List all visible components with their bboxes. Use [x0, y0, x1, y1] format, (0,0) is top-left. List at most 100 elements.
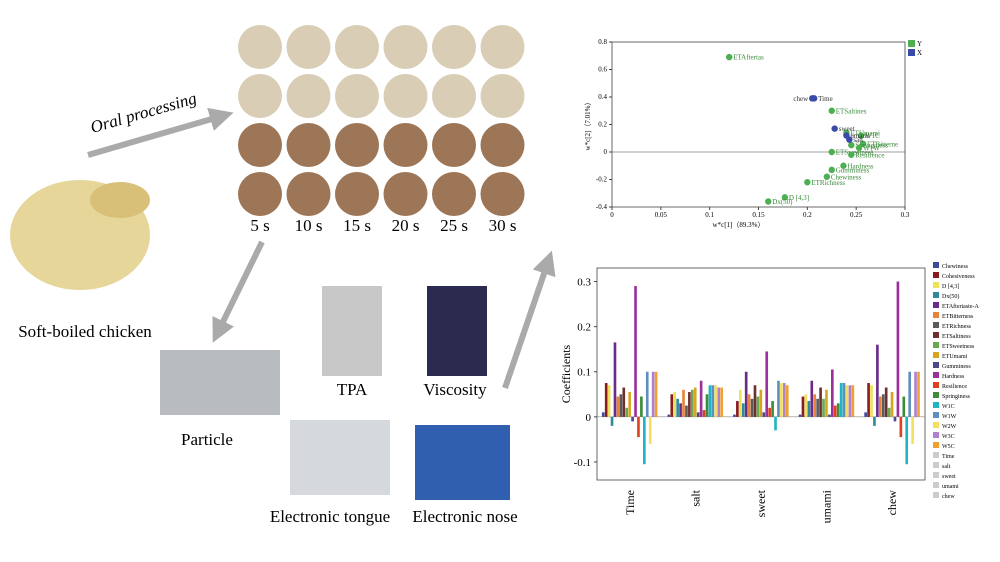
point: [828, 148, 835, 156]
legend-label: Dx(50): [942, 293, 959, 300]
point-label: sweet: [839, 125, 855, 133]
legend-label: Chewiness: [942, 264, 969, 270]
point: [846, 136, 853, 143]
bar: [667, 414, 671, 417]
y-tick-label: 0.1: [577, 367, 591, 379]
legend-swatch: [933, 432, 939, 438]
point: [840, 162, 847, 169]
legend-swatch: [933, 462, 939, 468]
bar: [685, 405, 688, 417]
bar: [747, 394, 751, 417]
bar: [822, 398, 825, 417]
plot-frame: [611, 41, 906, 208]
x-tick-label: sweet: [754, 489, 768, 517]
y-tick-label: 0.4: [598, 93, 607, 101]
x-tick-label: 0.25: [850, 211, 863, 219]
bar: [831, 369, 834, 417]
bar: [688, 392, 691, 417]
bar: [753, 385, 757, 417]
x-tick-label: 0: [610, 211, 614, 219]
bar: [744, 371, 748, 417]
legend-swatch: [933, 282, 939, 288]
bar: [839, 383, 843, 417]
legend-swatch: [933, 312, 939, 318]
bar: [634, 286, 637, 417]
bolus-photo: [480, 172, 525, 216]
arrow: [502, 250, 556, 389]
point-label: ETRichness: [811, 179, 845, 187]
time-label: 10 s: [295, 216, 323, 235]
bar: [848, 385, 852, 417]
point-label: ETSweetness: [836, 149, 874, 157]
legend-label: W5C: [942, 444, 955, 450]
bar: [896, 281, 900, 417]
bar: [601, 412, 605, 417]
bolus-photo: [480, 25, 525, 69]
bar: [714, 385, 718, 417]
bar: [842, 383, 846, 417]
bar: [679, 403, 682, 417]
point: [848, 141, 855, 149]
tpa-label: TPA: [337, 380, 368, 399]
bar: [637, 416, 640, 438]
y-tick-label: 0: [604, 148, 608, 156]
particle-image: [160, 350, 280, 415]
y-tick-label: 0.8: [598, 38, 607, 46]
bar: [801, 396, 805, 417]
bar: [640, 396, 643, 417]
bar: [670, 394, 674, 417]
bar: [810, 380, 814, 417]
legend-swatch: [908, 49, 915, 56]
bar: [741, 403, 745, 417]
bar: [622, 387, 626, 417]
bar: [699, 380, 703, 417]
legend-swatch: [933, 482, 939, 488]
point-label: ETBitterne: [867, 140, 898, 148]
y-tick-label: 0.2: [577, 322, 591, 334]
bar: [643, 416, 646, 465]
legend-label: ETAftertaste-A: [942, 303, 980, 310]
chicken-image: [90, 182, 150, 218]
photos: [238, 25, 525, 216]
point: [765, 198, 772, 205]
bar: [902, 396, 906, 417]
bar: [917, 371, 920, 417]
bar: [798, 414, 802, 417]
legend-swatch: [933, 402, 939, 408]
bolus-photo: [480, 74, 525, 118]
legend-swatch: [933, 342, 939, 348]
bar: [765, 351, 769, 417]
bar: [631, 416, 634, 422]
bolus-photo: [383, 25, 428, 69]
legend-swatch: [933, 332, 939, 338]
bar: [774, 416, 777, 431]
bar: [717, 387, 721, 417]
bar: [676, 398, 679, 417]
point: [857, 132, 865, 139]
bar: [651, 371, 655, 417]
point: [831, 125, 838, 132]
time-label: 25 s: [440, 216, 468, 235]
point-label: chew: [793, 95, 809, 103]
bar: [690, 389, 694, 417]
bar: [696, 412, 700, 417]
legend-swatch: [933, 372, 939, 378]
bar: [733, 414, 736, 417]
point-label: ETUmami: [850, 129, 880, 137]
legend-swatch: [933, 472, 939, 478]
bolus-photo: [432, 123, 476, 167]
bar: [759, 389, 763, 417]
point-label: ETAftertas: [733, 54, 764, 62]
legend-swatch: [908, 40, 915, 47]
bar: [873, 416, 876, 426]
y-tick-label: -0.4: [596, 203, 608, 211]
bolus-photo: [383, 74, 428, 118]
bar: [616, 396, 620, 417]
legend-swatch: [933, 412, 939, 418]
point-label: Dx(50): [772, 198, 793, 206]
bolus-photo: [480, 123, 525, 167]
legend-swatch: [933, 322, 939, 328]
point-label: Resilience: [855, 151, 884, 159]
bar: [771, 401, 774, 417]
bar: [836, 403, 840, 417]
